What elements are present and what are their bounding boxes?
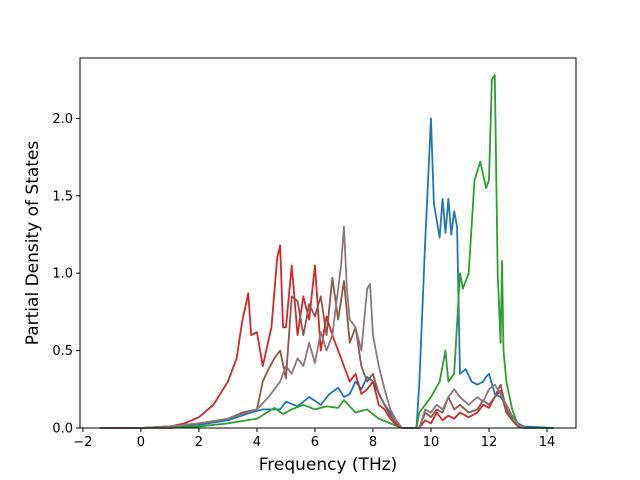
x-axis-label: Frequency (THz) — [259, 455, 398, 475]
x-tick-label: 14 — [539, 435, 556, 450]
series-line-1 — [99, 117, 554, 429]
y-tick-label: 1.0 — [52, 267, 73, 282]
y-tick-label: 1.5 — [52, 189, 73, 204]
x-tick-label: 0 — [137, 435, 145, 450]
x-tick-label: −2 — [73, 435, 92, 450]
x-axis: −2 0 2 4 6 8 10 12 14 — [73, 428, 555, 450]
x-tick-label: 12 — [481, 435, 498, 450]
series-line-4 — [99, 276, 519, 429]
x-tick-label: 2 — [195, 435, 203, 450]
series-layer — [99, 74, 554, 429]
plot-frame — [79, 57, 577, 429]
series-line-2 — [99, 74, 554, 429]
y-axis-label: Partial Density of States — [23, 141, 43, 346]
y-axis: 0.0 0.5 1.0 1.5 2.0 — [52, 112, 80, 437]
y-tick-label: 0.5 — [52, 344, 73, 359]
x-tick-label: 8 — [369, 435, 377, 450]
x-tick-label: 4 — [253, 435, 261, 450]
y-tick-label: 0.0 — [52, 422, 73, 437]
x-tick-label: 10 — [423, 435, 440, 450]
plot-area — [80, 58, 576, 428]
series-line-5 — [99, 225, 528, 429]
series-line-3 — [99, 244, 525, 429]
x-tick-label: 6 — [311, 435, 319, 450]
y-tick-label: 2.0 — [52, 112, 73, 127]
